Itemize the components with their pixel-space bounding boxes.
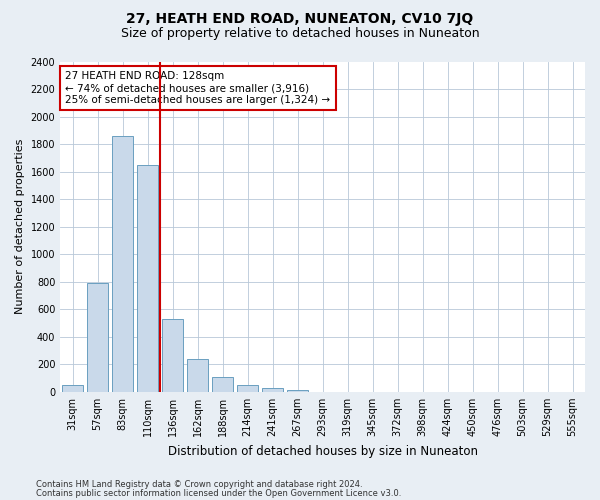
Bar xyxy=(137,164,158,392)
Bar xyxy=(162,319,183,392)
Bar xyxy=(287,390,308,392)
Text: Contains HM Land Registry data © Crown copyright and database right 2024.: Contains HM Land Registry data © Crown c… xyxy=(36,480,362,489)
Bar xyxy=(262,388,283,392)
Bar xyxy=(62,385,83,392)
Text: Contains public sector information licensed under the Open Government Licence v3: Contains public sector information licen… xyxy=(36,488,401,498)
Bar xyxy=(112,136,133,392)
Y-axis label: Number of detached properties: Number of detached properties xyxy=(15,139,25,314)
Text: 27, HEATH END ROAD, NUNEATON, CV10 7JQ: 27, HEATH END ROAD, NUNEATON, CV10 7JQ xyxy=(127,12,473,26)
Bar xyxy=(187,359,208,392)
X-axis label: Distribution of detached houses by size in Nuneaton: Distribution of detached houses by size … xyxy=(167,444,478,458)
Bar xyxy=(87,283,108,392)
Bar xyxy=(237,385,258,392)
Text: 27 HEATH END ROAD: 128sqm
← 74% of detached houses are smaller (3,916)
25% of se: 27 HEATH END ROAD: 128sqm ← 74% of detac… xyxy=(65,72,331,104)
Bar xyxy=(212,378,233,392)
Text: Size of property relative to detached houses in Nuneaton: Size of property relative to detached ho… xyxy=(121,28,479,40)
